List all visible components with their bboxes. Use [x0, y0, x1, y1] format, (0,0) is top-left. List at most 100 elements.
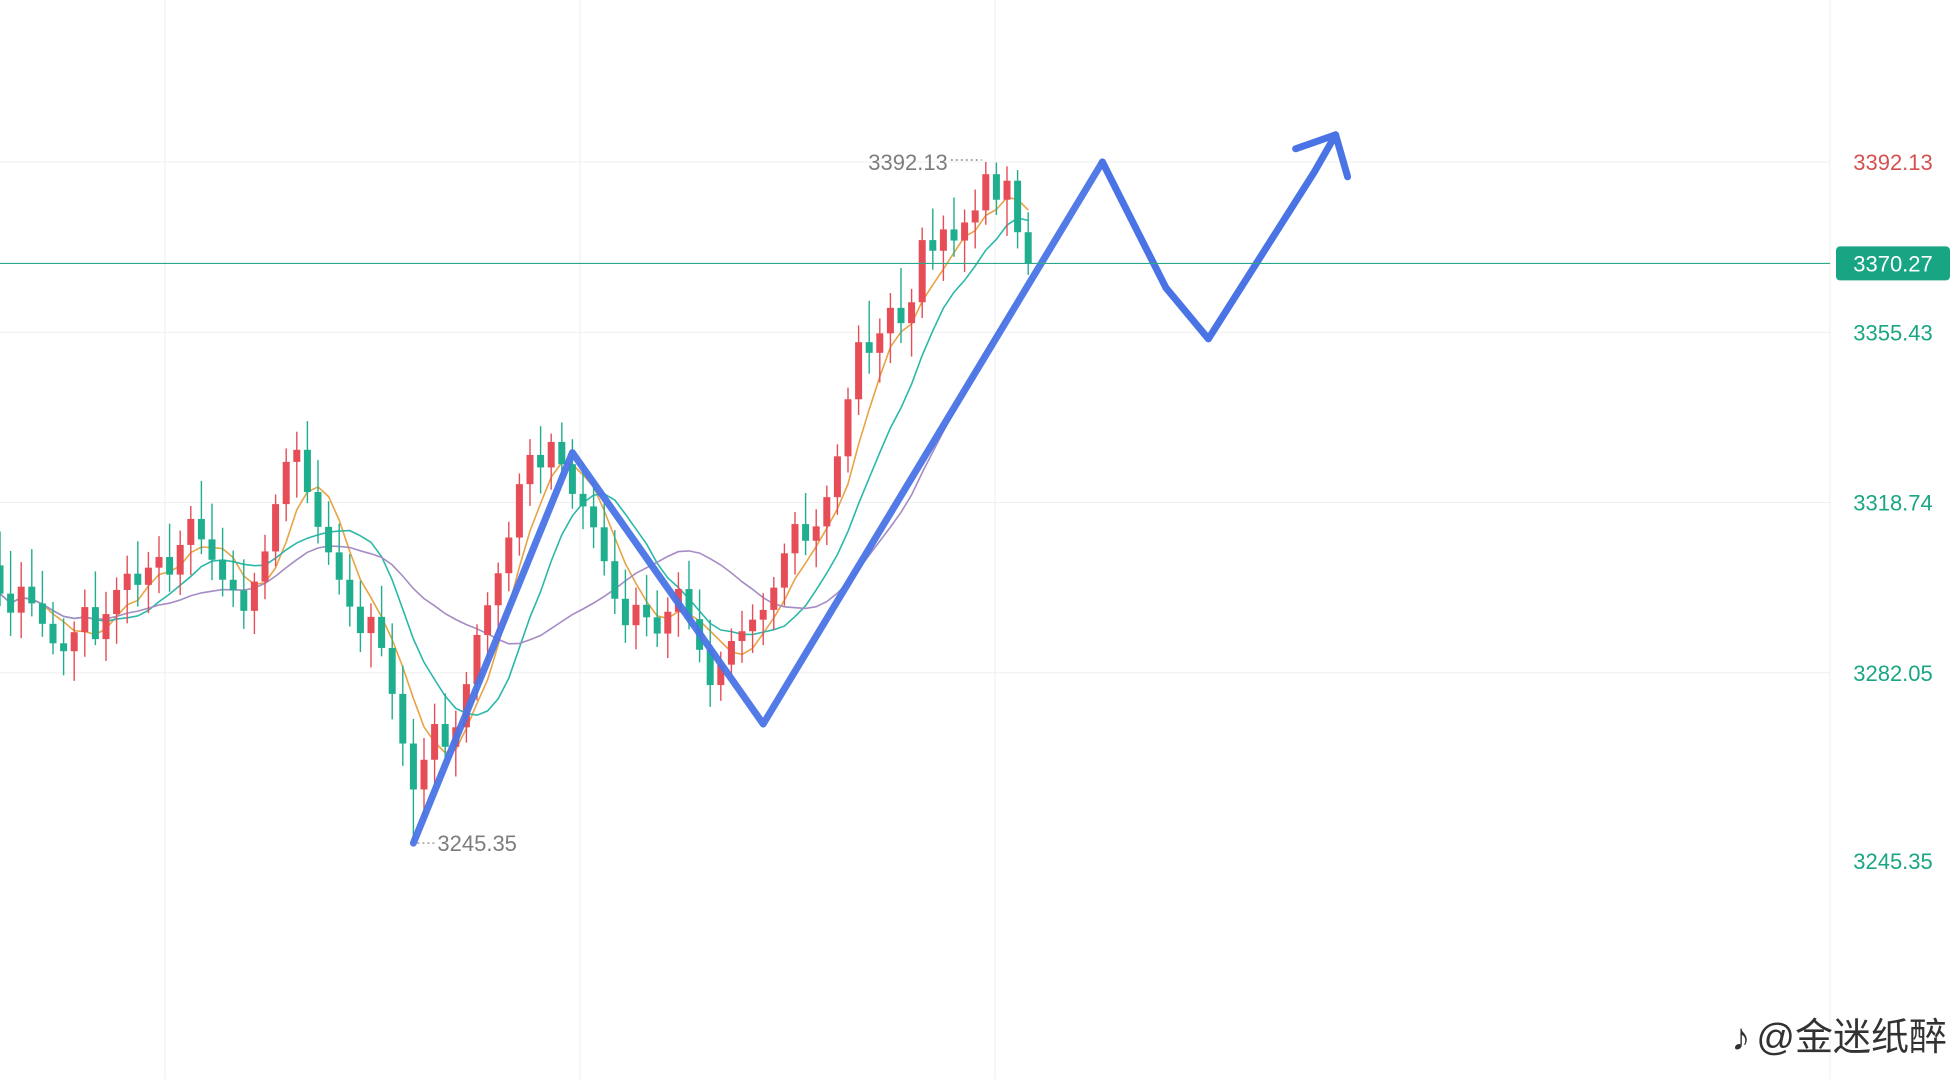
candle-body[interactable] [378, 616, 386, 648]
candle-body[interactable] [865, 342, 873, 353]
candle-body[interactable] [664, 611, 672, 634]
candle-body[interactable] [1024, 232, 1032, 264]
candle-body[interactable] [356, 606, 364, 634]
candle-body[interactable] [780, 553, 788, 588]
candle-body[interactable] [399, 693, 407, 744]
candle-body[interactable] [81, 607, 89, 633]
candle-body[interactable] [113, 589, 121, 615]
candle-body[interactable] [7, 593, 15, 613]
candle-body[interactable] [685, 589, 693, 620]
candle-body[interactable] [823, 497, 831, 527]
candle-body[interactable] [600, 527, 608, 562]
candle-body[interactable] [961, 222, 969, 241]
price-axis-tick-label: 3355.43 [1853, 320, 1933, 345]
candle-body[interactable] [388, 647, 396, 694]
candle-body[interactable] [717, 664, 725, 686]
candle-body[interactable] [60, 643, 68, 652]
candle-body[interactable] [293, 449, 301, 462]
candle-body[interactable] [197, 518, 205, 540]
moving-average-line [0, 196, 1029, 754]
candle-body[interactable] [1014, 180, 1022, 233]
candle-body[interactable] [134, 573, 142, 585]
candle-body[interactable] [303, 449, 311, 493]
candle-body[interactable] [494, 573, 502, 606]
candle-body[interactable] [335, 552, 343, 580]
candle-body[interactable] [91, 607, 99, 640]
candle-body[interactable] [908, 302, 916, 324]
candle-body[interactable] [484, 605, 492, 635]
candle-body[interactable] [505, 537, 513, 574]
candle-body[interactable] [547, 441, 555, 468]
candle-body[interactable] [325, 526, 333, 553]
candle-body[interactable] [240, 590, 248, 611]
candle-body[interactable] [802, 524, 810, 541]
candle-body[interactable] [886, 307, 894, 334]
candle-body[interactable] [515, 484, 523, 538]
candle-body[interactable] [632, 604, 640, 626]
candle-body[interactable] [441, 724, 449, 747]
candle-body[interactable] [855, 342, 863, 400]
candle-body[interactable] [102, 614, 110, 640]
candle-body[interactable] [971, 210, 979, 223]
candle-body[interactable] [833, 456, 841, 498]
candle-body[interactable] [950, 229, 958, 241]
candle-body[interactable] [272, 504, 280, 552]
candle-body[interactable] [166, 557, 174, 575]
candle-body[interactable] [876, 333, 884, 353]
candle-body[interactable] [219, 559, 227, 580]
price-axis-tick-label: 3318.74 [1853, 491, 1933, 516]
candle-body[interactable] [49, 623, 57, 644]
candle-body[interactable] [590, 506, 598, 528]
candle-body[interactable] [367, 616, 375, 634]
candle-body[interactable] [791, 524, 799, 554]
candle-body[interactable] [144, 567, 152, 585]
candle-body[interactable] [929, 240, 937, 251]
candle-body[interactable] [229, 579, 237, 591]
candle-body[interactable] [844, 399, 852, 457]
candle-body[interactable] [537, 454, 545, 468]
price-axis-tick-label: 3392.13 [1853, 150, 1933, 175]
candle-body[interactable] [261, 551, 269, 582]
candle-body[interactable] [70, 632, 78, 652]
candle-body[interactable] [28, 586, 36, 604]
candle-body[interactable] [346, 579, 354, 607]
candle-body[interactable] [176, 544, 184, 575]
candle-body[interactable] [558, 441, 566, 465]
candle-body[interactable] [992, 174, 1000, 200]
candle-body[interactable] [282, 461, 290, 505]
candle-body[interactable] [621, 598, 629, 626]
candle-body[interactable] [759, 609, 767, 620]
candle-body[interactable] [749, 619, 757, 632]
candle-body[interactable] [17, 586, 25, 613]
candle-body[interactable] [643, 604, 651, 618]
candle-body[interactable] [738, 631, 746, 641]
candle-body[interactable] [155, 557, 163, 568]
candle-body[interactable] [727, 640, 735, 665]
candle-body[interactable] [208, 539, 216, 560]
candle-body[interactable] [0, 565, 4, 594]
candle-body[interactable] [38, 603, 46, 624]
candle-body[interactable] [568, 464, 576, 494]
candle-body[interactable] [939, 229, 947, 251]
candle-body[interactable] [982, 174, 990, 211]
candle-body[interactable] [1003, 180, 1011, 200]
candle-body[interactable] [473, 634, 481, 685]
candle-body[interactable] [420, 759, 428, 790]
candle-body[interactable] [250, 581, 258, 611]
candle-body[interactable] [812, 526, 820, 541]
candle-body[interactable] [431, 724, 439, 760]
candle-body[interactable] [611, 561, 619, 599]
candle-body[interactable] [897, 307, 905, 324]
candle-body[interactable] [579, 493, 587, 507]
candle-body[interactable] [123, 573, 131, 590]
candle-body[interactable] [770, 587, 778, 610]
candle-body[interactable] [653, 617, 661, 634]
candle-body[interactable] [314, 492, 322, 527]
candle-body[interactable] [706, 649, 714, 686]
candle-body[interactable] [526, 454, 534, 485]
candle-body[interactable] [187, 518, 195, 545]
candle-body[interactable] [409, 743, 417, 790]
candle-body[interactable] [918, 240, 926, 303]
